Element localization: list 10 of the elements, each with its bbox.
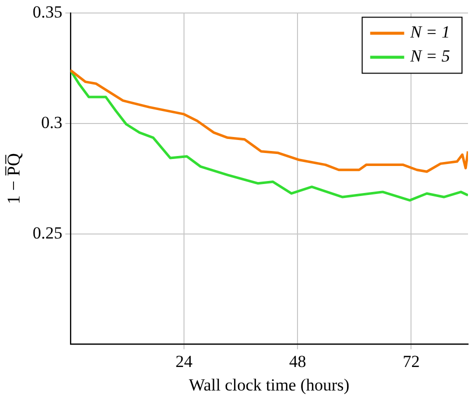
y-tick-label: 0.35 — [32, 2, 62, 22]
y-tick-label: 0.3 — [41, 113, 62, 132]
x-tick-label: 48 — [289, 352, 306, 371]
x-tick-label: 72 — [402, 352, 420, 371]
x-tick-label: 24 — [175, 352, 193, 371]
y-tick-label: 0.25 — [32, 223, 62, 242]
legend-label: N = 1 — [409, 22, 450, 42]
y-axis-title: 1 − P̅Q̅ — [4, 153, 24, 204]
legend-label: N = 5 — [409, 46, 450, 66]
x-axis-title: Wall clock time (hours) — [188, 375, 350, 394]
